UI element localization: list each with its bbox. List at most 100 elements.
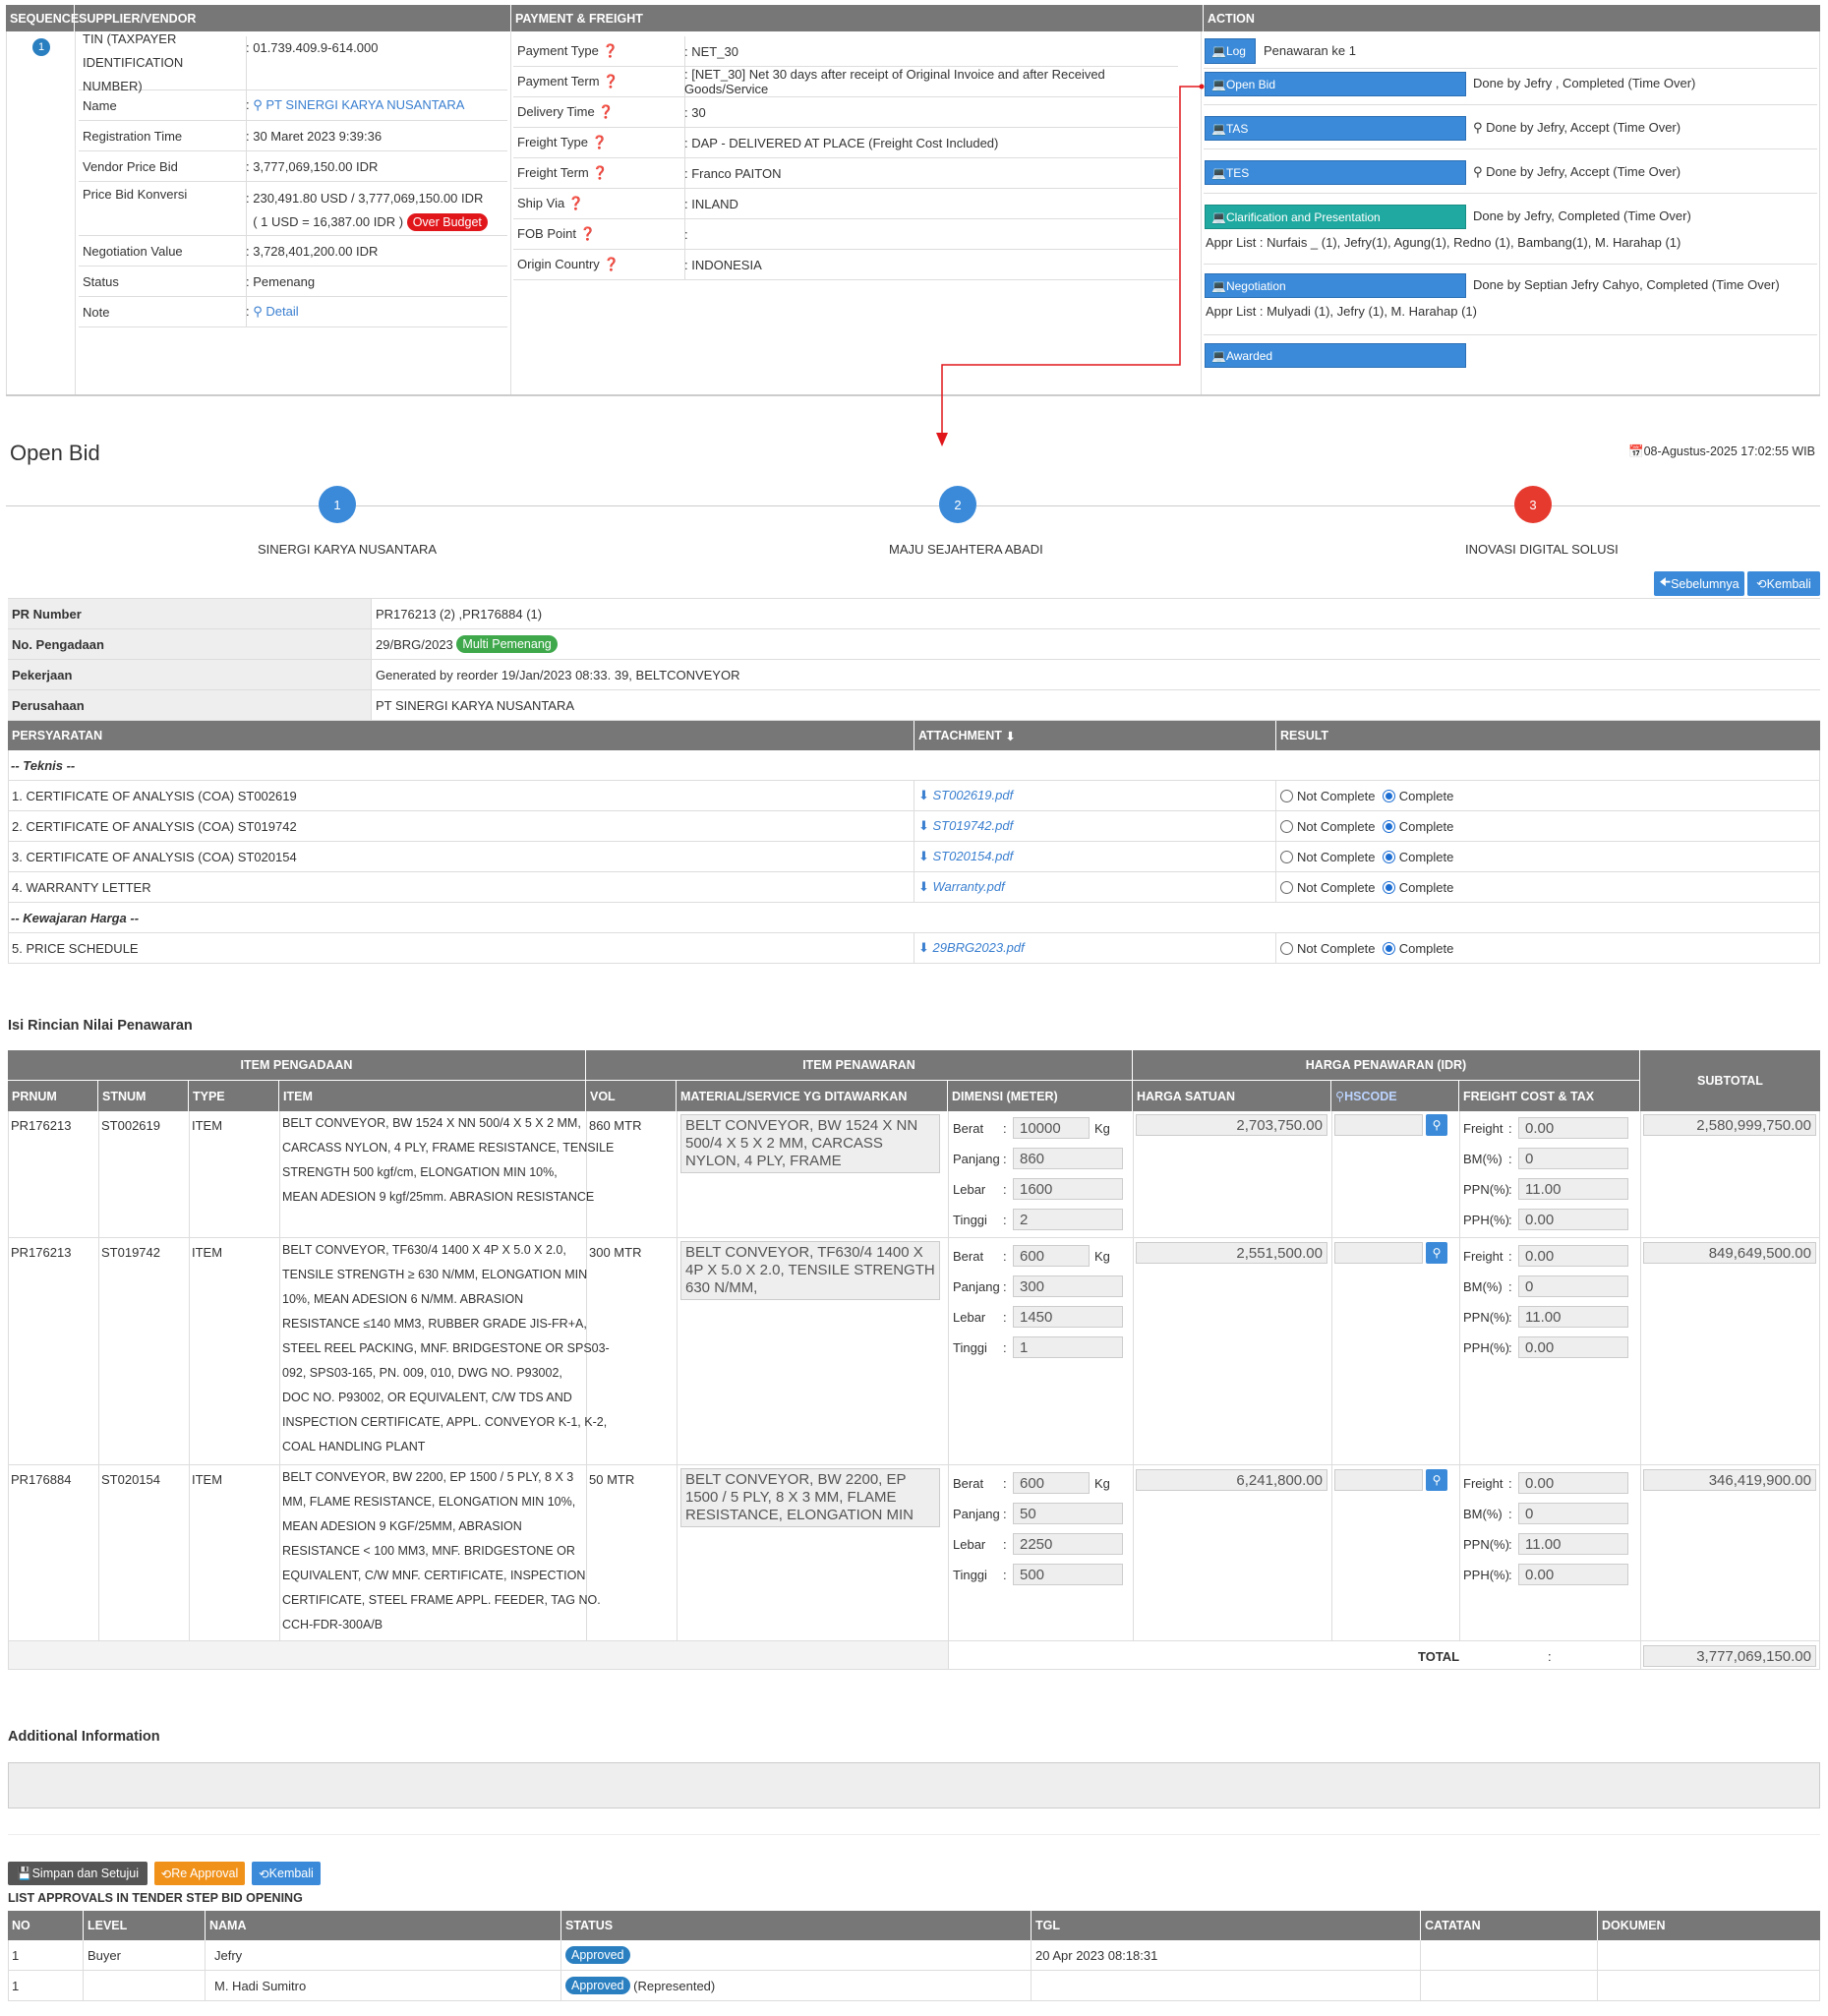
hscode-input[interactable] xyxy=(1334,1469,1423,1491)
not-complete-radio[interactable] xyxy=(1280,850,1293,863)
panjang-input[interactable]: 50 xyxy=(1013,1503,1123,1524)
tes-button[interactable]: 💻 TES xyxy=(1205,160,1466,185)
complete-radio[interactable] xyxy=(1382,789,1395,802)
vendor-info: TIN (TAXPAYER IDENTIFICATION NUMBER) : 0… xyxy=(79,31,507,327)
complete-radio[interactable] xyxy=(1382,880,1395,894)
ppn-input[interactable]: 11.00 xyxy=(1518,1306,1628,1328)
requirement-row: 5. PRICE SCHEDULE ⬇ 29BRG2023.pdf Not Co… xyxy=(8,933,1820,964)
subtotal-value: 346,419,900.00 xyxy=(1643,1469,1816,1491)
note-detail-link[interactable]: ⚲ Detail xyxy=(253,304,299,319)
pph-input[interactable]: 0.00 xyxy=(1518,1209,1628,1230)
berat-input[interactable]: 600 xyxy=(1013,1472,1090,1494)
step-1-label: SINERGI KARYA NUSANTARA xyxy=(258,542,438,557)
pph-input[interactable]: 0.00 xyxy=(1518,1564,1628,1585)
attachment-link[interactable]: ⬇ ST019742.pdf xyxy=(918,818,1014,833)
requirement-row: 1. CERTIFICATE OF ANALYSIS (COA) ST00261… xyxy=(8,781,1820,811)
item-description: BELT CONVEYOR, TF630/4 1400 X 4P X 5.0 X… xyxy=(282,1243,610,1453)
hscode-input[interactable] xyxy=(1334,1114,1423,1136)
kembali-top-button[interactable]: ⟲ Kembali xyxy=(1747,571,1820,596)
freight-input[interactable]: 0.00 xyxy=(1518,1245,1628,1267)
panjang-input[interactable]: 860 xyxy=(1013,1148,1123,1169)
sebelumnya-button[interactable]: 🠈 Sebelumnya xyxy=(1654,571,1744,596)
requirement-row: 2. CERTIFICATE OF ANALYSIS (COA) ST01974… xyxy=(8,811,1820,842)
step-1[interactable]: 1 xyxy=(319,486,356,523)
material-textarea[interactable]: BELT CONVEYOR, BW 1524 X NN 500/4 X 5 X … xyxy=(680,1114,940,1173)
clarification-button[interactable]: 💻 Clarification and Presentation xyxy=(1205,205,1466,229)
awarded-button[interactable]: 💻 Awarded xyxy=(1205,343,1466,368)
additional-info-textarea[interactable] xyxy=(8,1762,1820,1808)
not-complete-radio[interactable] xyxy=(1280,819,1293,833)
tas-status-link[interactable]: ⚲ Done by Jefry, Accept (Time Over) xyxy=(1473,120,1681,135)
not-complete-radio[interactable] xyxy=(1280,789,1293,802)
step-2[interactable]: 2 xyxy=(939,486,976,523)
hscode-search-button[interactable]: ⚲ xyxy=(1426,1242,1447,1264)
over-budget-badge: Over Budget xyxy=(406,213,488,231)
panjang-input[interactable]: 300 xyxy=(1013,1275,1123,1297)
open-bid-datetime: 📅08-Agustus-2025 17:02:55 WIB xyxy=(1628,445,1815,458)
negotiation-button[interactable]: 💻 Negotiation xyxy=(1205,273,1466,298)
requirement-row: 3. CERTIFICATE OF ANALYSIS (COA) ST02015… xyxy=(8,842,1820,872)
bm-input[interactable]: 0 xyxy=(1518,1275,1628,1297)
harga-satuan-input[interactable]: 6,241,800.00 xyxy=(1136,1469,1327,1491)
ppn-input[interactable]: 11.00 xyxy=(1518,1178,1628,1200)
not-complete-radio[interactable] xyxy=(1280,941,1293,955)
col-supplier: SUPPLIER/VENDOR xyxy=(75,5,511,31)
approved-badge: Approved xyxy=(565,1977,630,1994)
kembali-bottom-button[interactable]: ⟲ Kembali xyxy=(252,1862,321,1885)
lebar-input[interactable]: 1600 xyxy=(1013,1178,1123,1200)
col-payment: PAYMENT & FREIGHT xyxy=(511,5,1204,31)
tas-button[interactable]: 💻 TAS xyxy=(1205,116,1466,141)
material-textarea[interactable]: BELT CONVEYOR, TF630/4 1400 X 4P X 5.0 X… xyxy=(680,1241,940,1300)
sequence-number: 1 xyxy=(32,38,50,56)
hscode-input[interactable] xyxy=(1334,1242,1423,1264)
freight-input[interactable]: 0.00 xyxy=(1518,1117,1628,1139)
attachment-link[interactable]: ⬇ 29BRG2023.pdf xyxy=(918,940,1025,955)
step-3-label: INOVASI DIGITAL SOLUSI xyxy=(1465,542,1619,557)
requirement-row: 4. WARRANTY LETTER ⬇ Warranty.pdf Not Co… xyxy=(8,872,1820,903)
log-button[interactable]: 💻 Log xyxy=(1205,38,1256,64)
approval-row: 1 M. Hadi Sumitro Approved (Represented) xyxy=(8,1971,1820,2001)
vendor-name-row: Name : ⚲ PT SINERGI KARYA NUSANTARA xyxy=(79,90,507,121)
complete-radio[interactable] xyxy=(1382,819,1395,833)
attachment-link[interactable]: ⬇ ST020154.pdf xyxy=(918,849,1014,863)
subtotal-value: 849,649,500.00 xyxy=(1643,1242,1816,1264)
total-value: 3,777,069,150.00 xyxy=(1643,1645,1816,1667)
hscode-header[interactable]: ⚲ HSCODE xyxy=(1331,1081,1459,1111)
harga-satuan-input[interactable]: 2,703,750.00 xyxy=(1136,1114,1327,1136)
complete-radio[interactable] xyxy=(1382,850,1395,863)
lebar-input[interactable]: 2250 xyxy=(1013,1533,1123,1555)
freight-input[interactable]: 0.00 xyxy=(1518,1472,1628,1494)
col-action: ACTION xyxy=(1208,11,1255,26)
tinggi-input[interactable]: 500 xyxy=(1013,1564,1123,1585)
approval-row: 1 Buyer Jefry Approved 20 Apr 2023 08:18… xyxy=(8,1940,1820,1971)
item-description: BELT CONVEYOR, BW 1524 X NN 500/4 X 5 X … xyxy=(282,1116,615,1204)
tinggi-input[interactable]: 2 xyxy=(1013,1209,1123,1230)
harga-satuan-input[interactable]: 2,551,500.00 xyxy=(1136,1242,1327,1264)
hscode-search-button[interactable]: ⚲ xyxy=(1426,1114,1447,1136)
hscode-search-button[interactable]: ⚲ xyxy=(1426,1469,1447,1491)
step-2-label: MAJU SEJAHTERA ABADI xyxy=(889,542,1043,557)
attachment-header: ATTACHMENT ⬇ xyxy=(914,721,1276,750)
material-textarea[interactable]: BELT CONVEYOR, BW 2200, EP 1500 / 5 PLY,… xyxy=(680,1468,940,1527)
additional-info-title: Additional Information xyxy=(8,1729,160,1745)
attachment-link[interactable]: ⬇ ST002619.pdf xyxy=(918,788,1014,802)
berat-input[interactable]: 10000 xyxy=(1013,1117,1090,1139)
pph-input[interactable]: 0.00 xyxy=(1518,1336,1628,1358)
lebar-input[interactable]: 1450 xyxy=(1013,1306,1123,1328)
vendor-name-link[interactable]: ⚲ PT SINERGI KARYA NUSANTARA xyxy=(253,97,465,112)
approved-badge: Approved xyxy=(565,1946,630,1964)
bm-input[interactable]: 0 xyxy=(1518,1148,1628,1169)
complete-radio[interactable] xyxy=(1382,941,1395,955)
attachment-link[interactable]: ⬇ Warranty.pdf xyxy=(918,879,1005,894)
save-approve-button[interactable]: 💾 Simpan dan Setujui xyxy=(8,1862,147,1885)
re-approval-button[interactable]: ⟲ Re Approval xyxy=(154,1862,245,1885)
approvals-title: LIST APPROVALS IN TENDER STEP BID OPENIN… xyxy=(8,1891,303,1905)
not-complete-radio[interactable] xyxy=(1280,880,1293,894)
bm-input[interactable]: 0 xyxy=(1518,1503,1628,1524)
step-3[interactable]: 3 xyxy=(1514,486,1552,523)
tes-status-link[interactable]: ⚲ Done by Jefry, Accept (Time Over) xyxy=(1473,164,1681,179)
berat-input[interactable]: 600 xyxy=(1013,1245,1090,1267)
tinggi-input[interactable]: 1 xyxy=(1013,1336,1123,1358)
ppn-input[interactable]: 11.00 xyxy=(1518,1533,1628,1555)
open-bid-button[interactable]: 💻 Open Bid xyxy=(1205,72,1466,96)
